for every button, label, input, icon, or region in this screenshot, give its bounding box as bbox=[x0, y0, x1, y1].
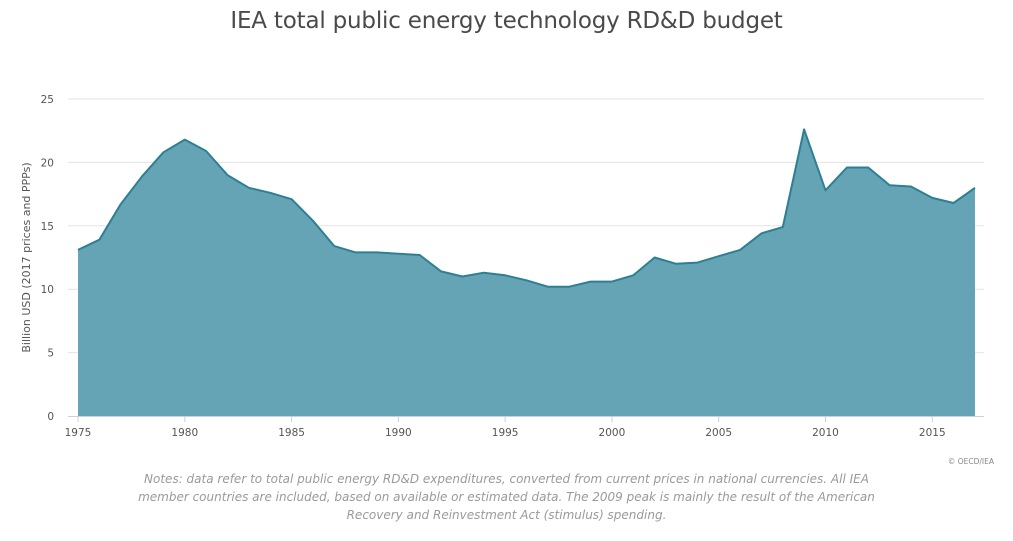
y-tick-label: 10 bbox=[41, 284, 54, 296]
x-tick-label: 2005 bbox=[705, 427, 732, 439]
y-tick-label: 15 bbox=[41, 221, 54, 233]
y-tick-label: 25 bbox=[41, 94, 54, 106]
x-tick-label: 1995 bbox=[492, 427, 519, 439]
x-tick-label: 2015 bbox=[919, 427, 946, 439]
y-tick-label: 5 bbox=[47, 348, 54, 360]
y-axis-label: Billion USD (2017 prices and PPPs) bbox=[20, 162, 33, 352]
y-tick-label: 20 bbox=[41, 157, 54, 169]
x-tick-label: 1985 bbox=[278, 427, 305, 439]
x-tick-label: 1990 bbox=[385, 427, 412, 439]
plot-area bbox=[77, 128, 976, 416]
chart-title: IEA total public energy technology RD&D … bbox=[230, 8, 783, 34]
x-tick-label: 2010 bbox=[812, 427, 839, 439]
y-axis: 0 5 10 15 20 25 bbox=[41, 94, 54, 423]
x-axis: 1975 1980 1985 1990 1995 2000 2005 2010 2015 bbox=[65, 416, 984, 439]
y-tick-label: 0 bbox=[47, 411, 54, 423]
x-tick-label: 1980 bbox=[171, 427, 198, 439]
area-fill bbox=[78, 129, 975, 416]
chart-notes: Notes: data refer to total public energy… bbox=[138, 472, 875, 522]
x-tick-label: 2000 bbox=[599, 427, 626, 439]
copyright-credit: © OECD/IEA bbox=[947, 457, 994, 466]
x-tick-label: 1975 bbox=[65, 427, 92, 439]
